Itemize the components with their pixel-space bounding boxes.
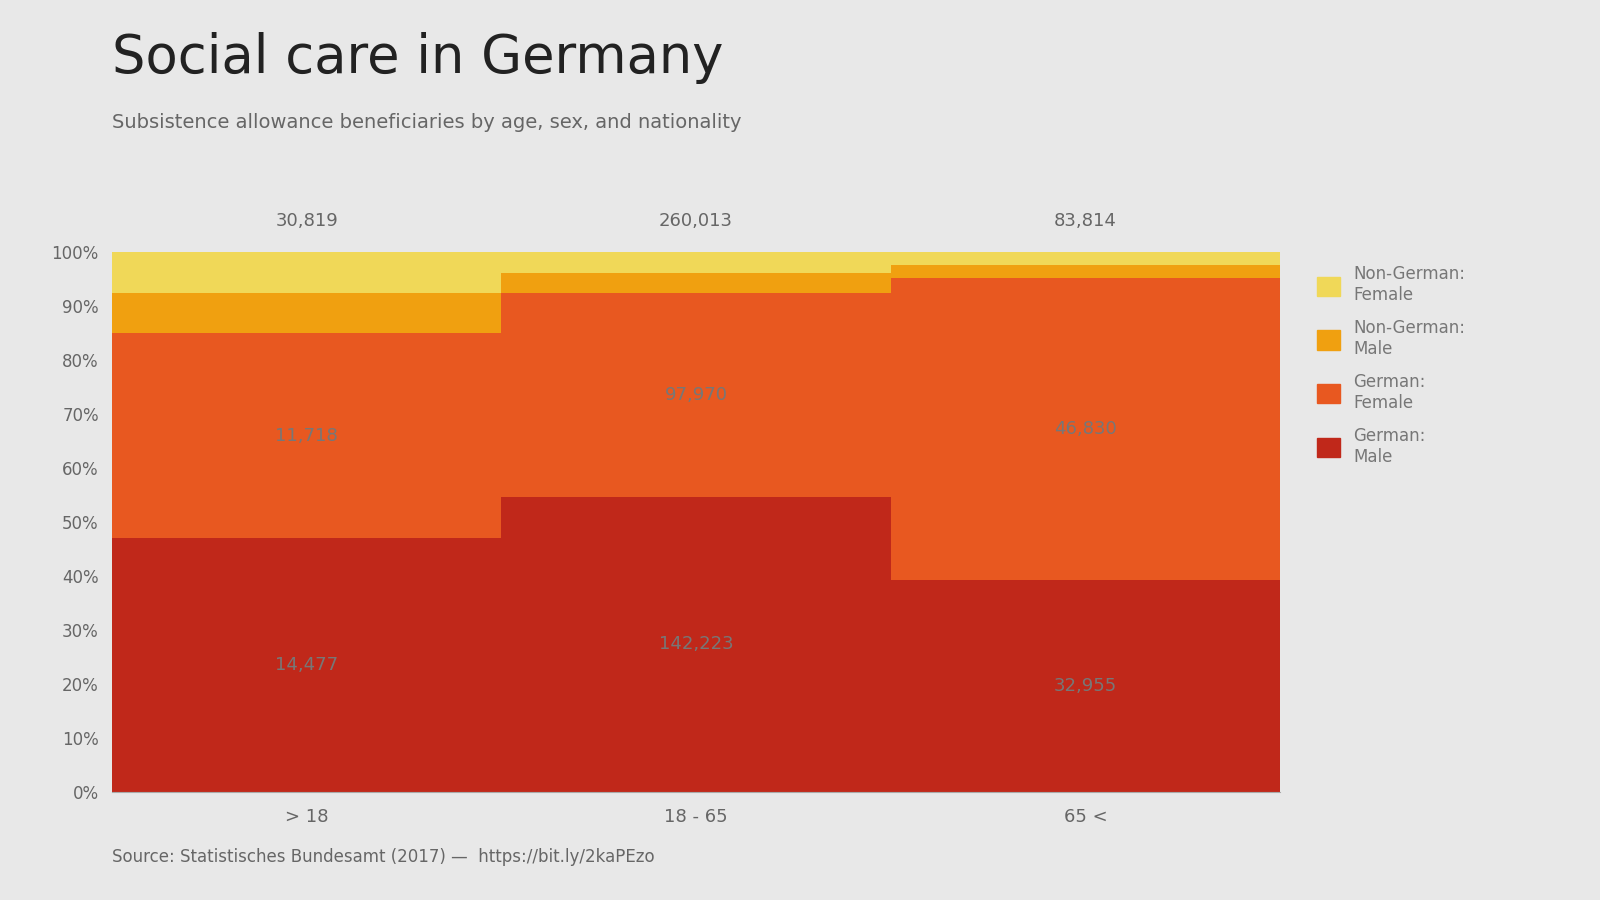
Text: 97,970: 97,970 [664, 386, 728, 404]
Text: 83,814: 83,814 [1054, 212, 1117, 230]
Text: 14,477: 14,477 [275, 656, 338, 674]
Text: Source: Statistisches Bundesamt (2017) —  https://bit.ly/2kaPEzo: Source: Statistisches Bundesamt (2017) —… [112, 848, 654, 866]
Text: 30,819: 30,819 [275, 212, 338, 230]
Text: Subsistence allowance beneficiaries by age, sex, and nationality: Subsistence allowance beneficiaries by a… [112, 112, 741, 131]
Text: 260,013: 260,013 [659, 212, 733, 230]
Text: 11,718: 11,718 [275, 427, 338, 445]
Text: Social care in Germany: Social care in Germany [112, 32, 723, 84]
Legend: Non-German:
Female, Non-German:
Male, German:
Female, German:
Male: Non-German: Female, Non-German: Male, Ge… [1312, 260, 1470, 471]
Text: 142,223: 142,223 [659, 635, 733, 653]
Text: 46,830: 46,830 [1054, 419, 1117, 437]
Text: 32,955: 32,955 [1054, 677, 1117, 695]
